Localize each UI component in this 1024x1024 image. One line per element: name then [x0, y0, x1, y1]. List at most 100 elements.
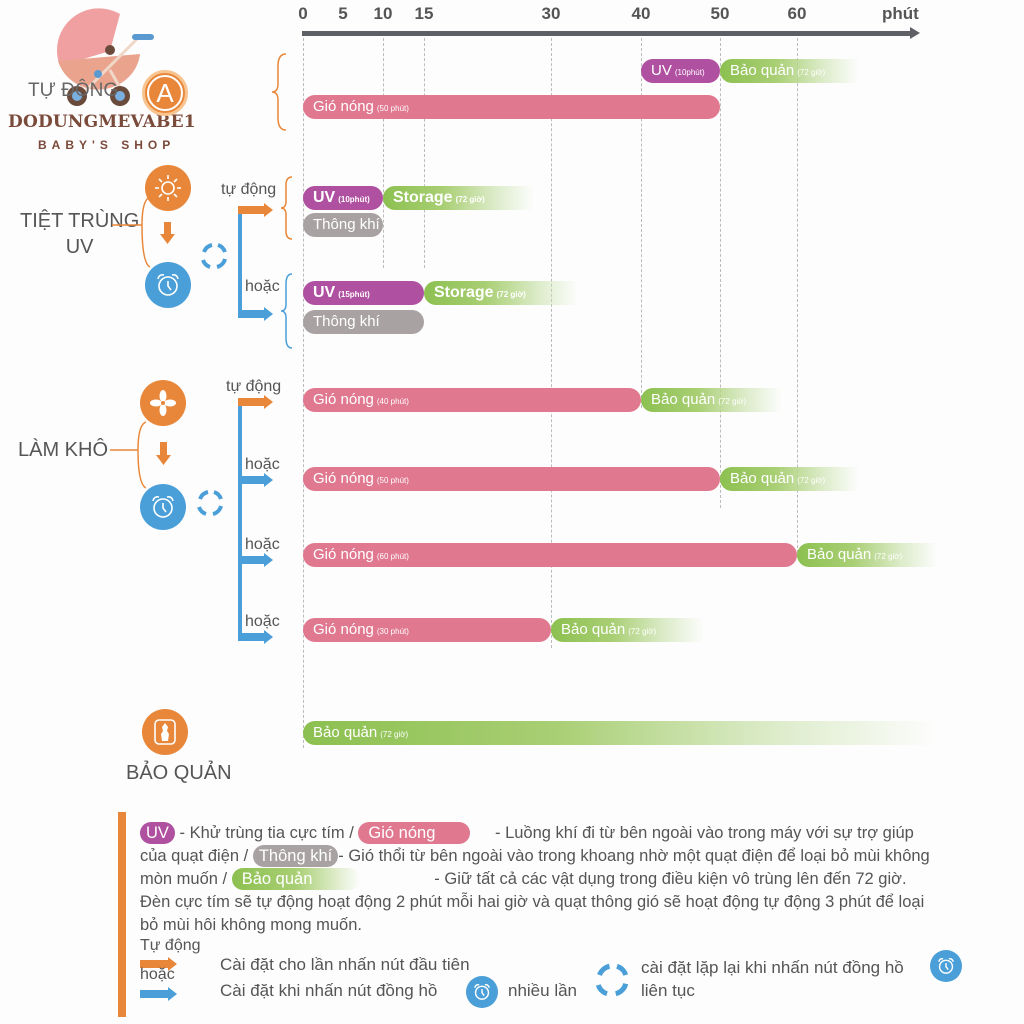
timeline-bar-hot: Gió nóng (60 phút) — [303, 543, 797, 567]
bar-note: (40 phút) — [376, 397, 409, 406]
timeline-bar-vent: Thông khí — [303, 310, 424, 334]
logo-tagline: BABY'S SHOP — [38, 138, 176, 152]
legend-vent-desc: - Gió thổi từ bên ngoài vào trong khoang… — [140, 847, 930, 888]
legend-repeat-desc-1: cài đặt lặp lại khi nhấn nút đồng hồ — [641, 958, 904, 977]
bar-label: Thông khí — [313, 216, 380, 233]
bar-label: UV — [651, 62, 672, 79]
axis-tick-label: 50 — [710, 4, 730, 23]
bar-note: (50 phút) — [376, 476, 409, 485]
section-uv-label: TIỆT TRÙNG UV — [20, 208, 139, 260]
timeline-bar-uv: UV (10phút) — [641, 59, 720, 83]
legend-vent-pill: Thông khí — [252, 845, 339, 867]
bar-label: Gió nóng — [313, 98, 374, 115]
bar-note: (72 giờ) — [496, 290, 526, 299]
down-arrow-icon — [160, 222, 175, 244]
fan-icon — [140, 380, 186, 426]
gridline — [797, 38, 798, 558]
legend-storage-pill: Bảo quản — [231, 868, 360, 890]
axis-unit-label: phút — [882, 4, 919, 23]
dry-branch-or-1: hoặc — [245, 456, 280, 473]
bar-label: Bảo quản — [313, 724, 378, 741]
timeline-bar-uv: UV (10phút) — [303, 186, 383, 210]
dry-branch-auto: tự động — [226, 378, 282, 395]
gridline — [551, 38, 552, 648]
clock-icon[interactable] — [140, 484, 186, 530]
section-auto-label: TỰ ĐỘNG — [28, 80, 119, 101]
logo-name: DODUNGMEVABE1 — [8, 112, 196, 132]
timeline-bar-uv: UV (15phút) — [303, 281, 424, 305]
bar-note: (72 giờ) — [797, 68, 826, 77]
timeline-bar-storage: Bảo quản (72 giờ) — [797, 543, 938, 567]
bar-note: (10phút) — [338, 195, 370, 204]
auto-mode-icon: A — [142, 70, 188, 116]
bar-label: Storage — [434, 284, 494, 301]
timeline-bar-hot: Gió nóng (40 phút) — [303, 388, 641, 412]
legend-repeat-desc-2: liên tục — [641, 981, 695, 1000]
repeat-icon — [201, 243, 227, 269]
bar-note: (72 giờ) — [718, 397, 747, 406]
gridline — [303, 38, 304, 748]
brace-auto — [271, 53, 287, 131]
legend-auto-desc: Cài đặt cho lần nhấn nút đầu tiên — [220, 955, 470, 974]
timeline-bar-storage: Bảo quản (72 giờ) — [720, 467, 860, 491]
section-uv-label-line1: TIỆT TRÙNG — [20, 210, 140, 232]
bar-note: (72 giờ) — [797, 476, 826, 485]
axis-tick-label: 15 — [414, 4, 434, 23]
bar-label: UV — [313, 284, 336, 301]
bar-label: Storage — [393, 189, 453, 206]
timeline-bar-vent: Thông khí — [303, 213, 383, 237]
gridline — [641, 38, 642, 408]
timeline-bar-storage: Bảo quản (72 giờ) — [303, 721, 938, 745]
legend-uv-desc: - Khử trùng tia cực tím / — [174, 824, 359, 842]
timeline-bar-hot: Gió nóng (50 phút) — [303, 95, 720, 119]
sun-icon — [145, 165, 191, 211]
legend-hot-pill: Gió nóng — [358, 822, 471, 844]
legend-storage-desc: - Giữ tất cả các vật dụng trong điều kiệ… — [140, 870, 925, 934]
stroller-icon — [56, 8, 154, 106]
bar-label: Gió nóng — [313, 621, 374, 638]
bar-note: (15phút) — [338, 290, 370, 299]
axis-tick-label: 0 — [298, 4, 308, 23]
bar-note: (72 giờ) — [874, 552, 903, 561]
timeline-bar-hot: Gió nóng (30 phút) — [303, 618, 551, 642]
legend-accent-bar — [118, 812, 126, 1017]
dry-branch-or-3: hoặc — [245, 613, 280, 630]
bar-note: (10phút) — [674, 68, 705, 77]
down-arrow-icon — [156, 442, 171, 465]
brace-uv-or — [280, 273, 293, 349]
bar-label: Gió nóng — [313, 470, 374, 487]
clock-icon[interactable] — [145, 262, 191, 308]
auto-letter: A — [147, 75, 183, 111]
bar-label: UV — [313, 189, 336, 206]
legend-clock-icon — [930, 950, 962, 982]
bar-label: Bảo quản — [807, 546, 872, 563]
legend-auto-label: Tự động — [140, 937, 201, 954]
gridline — [720, 38, 721, 508]
uv-branch-line — [238, 208, 242, 318]
axis-tick-label: 10 — [373, 4, 393, 23]
section-uv-label-line2: UV — [65, 236, 94, 258]
bar-note: (72 giờ) — [455, 195, 485, 204]
brace-uv-auto — [280, 176, 293, 240]
legend-clock-icon — [466, 976, 498, 1008]
bar-note: (72 giờ) — [628, 627, 657, 636]
gridline — [424, 38, 425, 268]
timeline-bar-hot: Gió nóng (50 phút) — [303, 467, 720, 491]
legend-many-times: nhiều lần — [508, 981, 578, 1000]
timeline-bar-storage: Storage (72 giờ) — [424, 281, 578, 305]
bar-note: (30 phút) — [376, 627, 409, 636]
axis-tick-label: 40 — [631, 4, 651, 23]
dry-branch-line — [238, 400, 242, 640]
timeline-bar-storage: Bảo quản (72 giờ) — [551, 618, 705, 642]
bar-label: Bảo quản — [730, 470, 795, 487]
uv-branch-or: hoặc — [245, 278, 280, 295]
bar-label: Bảo quản — [651, 391, 716, 408]
connector-dry — [110, 421, 146, 489]
bar-note: (50 phút) — [376, 104, 409, 113]
timeline-bar-storage: Bảo quản (72 giờ) — [641, 388, 782, 412]
legend: UV - Khử trùng tia cực tím / Gió nóng - … — [140, 822, 940, 937]
timeline-bar-storage: Storage (72 giờ) — [383, 186, 535, 210]
gridline — [383, 38, 384, 268]
bottle-icon — [142, 709, 188, 755]
legend-repeat-icon — [595, 963, 629, 997]
